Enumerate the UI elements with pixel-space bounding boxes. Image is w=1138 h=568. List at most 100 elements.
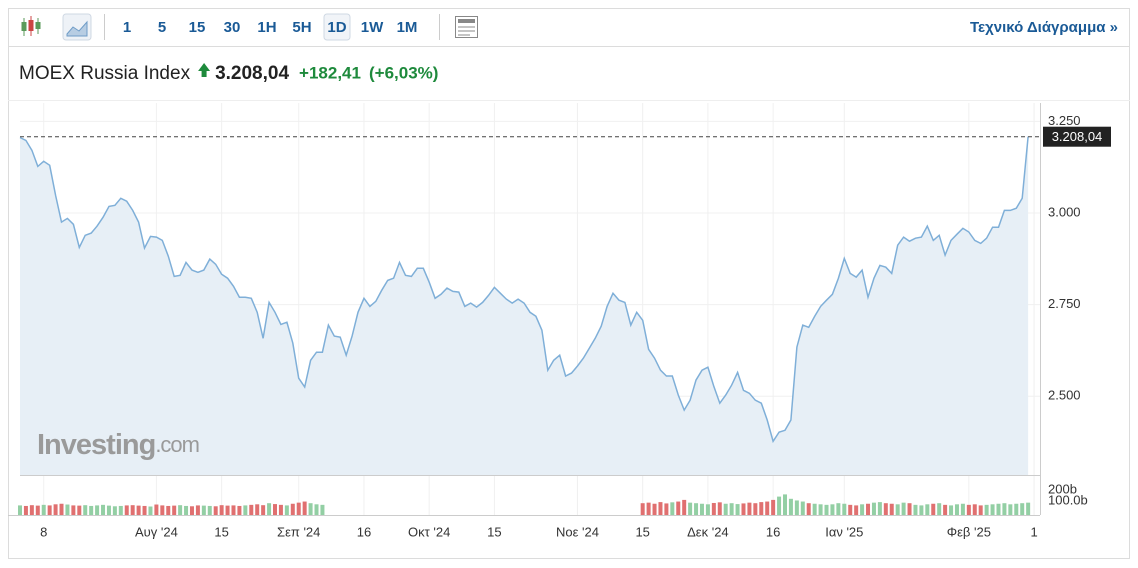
x-tick-label: Σεπ '24 [277,524,320,539]
interval-button[interactable]: 30 [224,19,241,36]
volume-bar [296,502,301,515]
volume-bar [237,505,242,515]
volume-bar [913,504,918,515]
volume-bar [195,505,200,515]
volume-bar [207,505,212,515]
change-percent: (+6,03%) [369,63,438,82]
volume-bar [290,503,295,515]
interval-button[interactable]: 5H [292,19,311,36]
interval-button[interactable]: 5 [158,19,166,36]
volume-bar [735,504,740,515]
volume-bar [118,505,123,515]
volume-bar [65,504,70,515]
volume-bar [136,505,141,515]
volume-bar [89,505,94,515]
candle-icon[interactable] [21,16,41,36]
x-tick-label: Φεβ '25 [947,524,991,539]
volume-bar [901,502,906,515]
volume-bar [699,503,704,515]
volume-bar [723,503,728,515]
interval-button[interactable]: 1M [397,19,418,36]
y-tick-label: 2.500 [1048,388,1081,403]
volume-bar [47,505,52,515]
interval-button[interactable]: 1W [361,19,384,36]
x-tick-label: Νοε '24 [556,524,599,539]
volume-bar [652,503,657,515]
x-tick-label: 15 [214,524,228,539]
volume-bar [273,504,277,515]
volume-bar [753,503,758,515]
volume-bar [883,503,888,515]
volume-bar [694,503,699,515]
volume-bar [877,502,882,515]
line-icon [66,20,88,37]
volume-bar [112,506,117,515]
technical-chart-link[interactable]: Τεχνικό Διάγραμμα » [970,19,1118,36]
volume-bar [848,504,853,515]
volume-bar [23,505,28,515]
volume-bar [124,505,129,515]
volume-bar [747,502,752,515]
volume-bar [166,505,171,515]
volume-bar [871,502,876,515]
volume-bar [95,505,100,515]
volume-bar [682,499,687,515]
x-tick-label: Οκτ '24 [408,524,450,539]
volume-bar [29,505,34,515]
layout-icon[interactable] [455,16,478,38]
volume-bar [854,505,859,515]
volume-bar [314,504,319,515]
y2-tick-label: 200b [1048,481,1077,496]
volume-bar [83,505,88,515]
volume-bar [267,503,272,515]
interval-button[interactable]: 1D [327,19,346,36]
last-price-box [1043,126,1111,147]
x-tick-label: 16 [766,524,780,539]
interval-button[interactable]: 1 [123,19,131,36]
volume-bar [836,503,841,515]
watermark-brand: Investing [37,429,155,461]
volume-bar [996,503,1001,515]
volume-bar [664,503,669,515]
volume-bar [658,502,663,515]
x-tick-label: 16 [357,524,371,539]
volume-bar [646,502,651,515]
selected-button-bg [323,13,351,41]
volume-bar [59,503,64,515]
volume-bar [71,505,76,515]
volume-bar [219,505,224,515]
volume-bar [960,503,965,515]
watermark-suffix: .com [155,432,199,457]
x-tick-label: Αυγ '24 [135,524,178,539]
volume-bar [53,504,58,515]
interval-button[interactable]: 15 [189,19,206,36]
instrument-name: MOEX Russia Index [19,63,191,84]
volume-bar [130,505,135,515]
interval-buttons: 1 5 15 30 1H 5H 1D 1W 1M [123,13,418,41]
volume-bar [189,506,194,515]
volume-bar [783,494,787,515]
volume-bar [106,505,111,515]
volume-bar [765,501,770,515]
volume-bar [818,504,823,515]
volume-bar [966,504,971,515]
volume-bar [320,504,325,515]
volume-bar [178,505,183,515]
volume-bar [1020,503,1025,515]
volume-bar [261,505,266,515]
volume-bar [866,503,871,515]
volume-bar [231,505,236,515]
interval-button[interactable]: 1H [257,19,276,36]
volume-bar [688,502,693,515]
volume-bar [1002,503,1007,515]
volume-bar [788,498,793,515]
volume-bar [771,499,776,515]
volume-bar [284,505,289,515]
y2-tick-label: 100.0b [1048,492,1088,507]
volume-bar [1008,504,1013,515]
volume-bar [77,505,82,515]
x-tick-label: 1 [1030,524,1037,539]
volume-bar [705,504,710,515]
volume-bar [978,505,983,515]
